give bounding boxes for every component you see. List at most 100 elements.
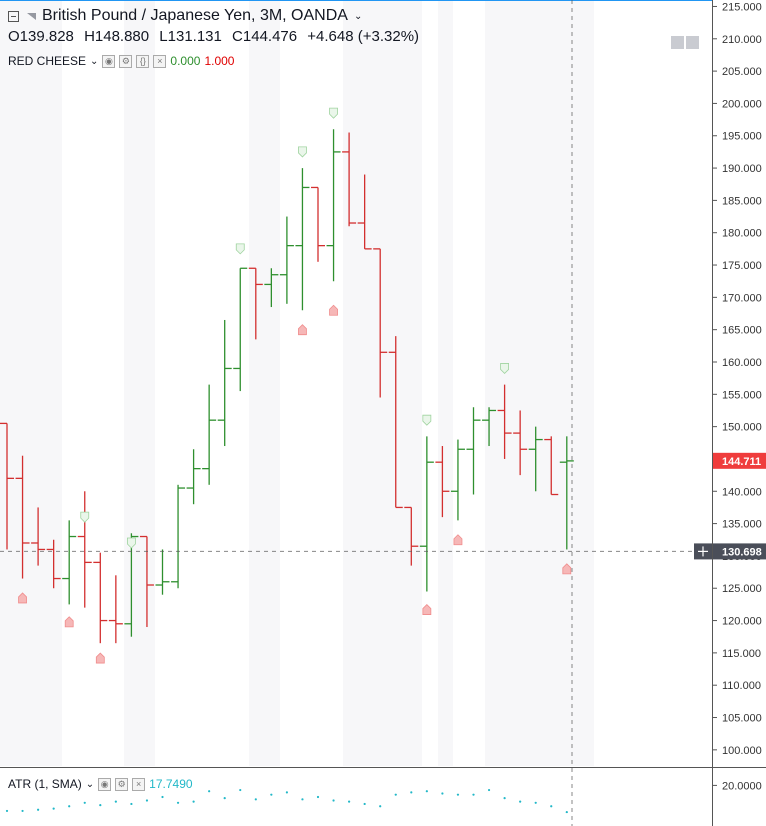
price-tick-label: 190.000 <box>722 163 762 175</box>
atr-point <box>37 808 40 811</box>
down-signal-marker <box>64 616 74 628</box>
down-signal-marker <box>95 652 105 664</box>
atr-point <box>176 801 180 804</box>
ohlc-values: O139.828 H148.880 L131.131 C144.476 +4.6… <box>8 28 425 45</box>
study-value-2: 1.000 <box>204 54 235 68</box>
down-signal-marker <box>453 534 463 546</box>
price-tick-label: 135.000 <box>722 519 762 531</box>
atr-point <box>239 788 242 792</box>
atr-point <box>456 793 460 796</box>
price-tick-label: 210.000 <box>722 34 762 46</box>
atr-point <box>130 802 133 806</box>
atr-point <box>487 788 491 792</box>
atr-point <box>254 798 257 801</box>
price-tick-label: 140.000 <box>722 486 762 498</box>
atr-point <box>441 792 444 795</box>
atr-point <box>534 801 537 804</box>
atr-point <box>363 802 366 806</box>
atr-point <box>503 797 506 800</box>
high-value: H148.880 <box>84 28 150 45</box>
session-band <box>0 0 62 766</box>
atr-point <box>114 800 117 803</box>
atr-tick-label: 20.0000 <box>722 780 762 792</box>
down-signal-marker <box>422 604 432 615</box>
down-signal-marker <box>18 592 27 604</box>
collapse-pane-icon[interactable] <box>671 36 684 49</box>
price-tick-label: 200.000 <box>722 98 762 110</box>
atr-point <box>145 799 149 802</box>
up-signal-marker <box>298 146 307 158</box>
price-tick-label: 195.000 <box>722 131 762 143</box>
gear-icon[interactable]: ⚙ <box>119 54 133 68</box>
open-value: O139.828 <box>8 28 74 45</box>
atr-point <box>5 809 9 813</box>
chevron-down-icon[interactable]: ⌄ <box>85 778 95 790</box>
price-tick-label: 105.000 <box>722 713 762 725</box>
price-tick-label: 215.000 <box>722 1 762 13</box>
session-band <box>438 0 453 766</box>
atr-point <box>565 810 568 814</box>
collapse-icon[interactable] <box>8 10 19 22</box>
chevron-down-icon[interactable]: ⌄ <box>90 55 99 67</box>
up-signal-marker <box>127 537 136 549</box>
flag-icon[interactable] <box>27 12 36 20</box>
up-signal-marker <box>329 107 338 119</box>
price-tick-label: 175.000 <box>722 260 762 272</box>
atr-point <box>519 800 522 803</box>
close-value: C144.476 <box>232 28 298 45</box>
price-tick-label: 115.000 <box>722 648 761 660</box>
up-signal-marker <box>80 511 90 523</box>
price-tick-label: 170.000 <box>722 292 762 304</box>
up-signal-marker <box>422 414 432 426</box>
price-tick-label: 155.000 <box>722 389 762 401</box>
up-signal-marker <box>500 363 510 375</box>
atr-point <box>472 793 475 796</box>
chevron-down-icon[interactable]: ⌄ <box>353 10 363 22</box>
atr-point <box>332 799 335 802</box>
price-tick-label: 110.000 <box>722 680 761 692</box>
price-tick-label: 160.000 <box>722 357 762 369</box>
session-band <box>249 0 280 766</box>
eye-icon[interactable]: ◉ <box>98 777 112 791</box>
symbol-title[interactable]: British Pound / Japanese Yen, 3M, OANDA <box>42 7 348 24</box>
gear-icon[interactable]: ⚙ <box>115 777 129 791</box>
maximize-pane-icon[interactable] <box>686 36 699 49</box>
last-price-label: 144.711 <box>722 456 761 468</box>
up-signal-marker <box>235 243 245 255</box>
price-tick-label: 185.000 <box>722 195 762 207</box>
atr-point <box>348 800 351 803</box>
atr-point <box>208 790 211 793</box>
atr-point <box>379 805 382 808</box>
atr-legend: ATR (1, SMA) ⌄ ◉ ⚙ × 17.7490 <box>8 777 193 791</box>
price-tick-label: 150.000 <box>722 422 762 434</box>
study-name[interactable]: RED CHEESE <box>8 54 87 68</box>
atr-point <box>285 791 288 794</box>
change-value: +4.648 (+3.32%) <box>307 28 420 45</box>
session-band <box>343 0 422 766</box>
crosshair-price-label: 130.698 <box>722 546 762 558</box>
study-value-1: 0.000 <box>170 54 201 68</box>
close-icon[interactable]: × <box>153 54 167 68</box>
price-tick-label: 180.000 <box>722 228 762 240</box>
atr-point <box>68 805 71 808</box>
atr-point <box>425 790 428 793</box>
source-icon[interactable]: {} <box>136 54 150 68</box>
atr-point <box>316 795 320 799</box>
last-price-badge <box>713 452 766 469</box>
session-band <box>124 0 155 766</box>
atr-value: 17.7490 <box>149 777 193 791</box>
atr-point <box>223 797 226 800</box>
price-tick-label: 205.000 <box>722 66 762 78</box>
close-icon[interactable]: × <box>132 777 146 791</box>
atr-point <box>301 798 304 801</box>
price-tick-label: 165.000 <box>722 325 762 337</box>
atr-point <box>192 800 195 803</box>
price-tick-label: 125.000 <box>722 583 762 595</box>
atr-name[interactable]: ATR (1, SMA) <box>8 777 82 791</box>
low-value: L131.131 <box>159 28 222 45</box>
eye-icon[interactable]: ◉ <box>102 54 116 68</box>
down-signal-marker <box>329 304 338 316</box>
session-band <box>485 0 594 766</box>
price-tick-label: 100.000 <box>722 745 762 757</box>
